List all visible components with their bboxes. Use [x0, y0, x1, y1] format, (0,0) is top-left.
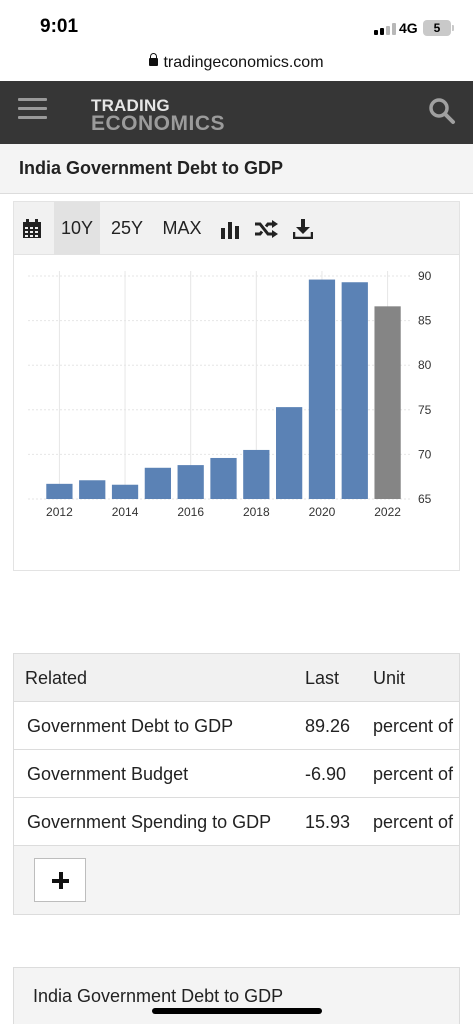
table-row[interactable]: Government Budget -6.90 percent of — [14, 750, 459, 798]
related-last-value: -6.90 — [305, 764, 347, 784]
data-bar — [177, 465, 204, 499]
menu-icon[interactable] — [18, 98, 47, 120]
shuffle-icon[interactable] — [254, 219, 278, 239]
y-tick-label: 70 — [418, 447, 432, 461]
search-icon[interactable] — [428, 97, 456, 125]
plus-icon-vertical — [59, 872, 63, 889]
related-name-link[interactable]: Government Budget — [27, 764, 189, 784]
related-name-link[interactable]: Government Debt to GDP — [27, 716, 234, 736]
lock-icon — [149, 53, 159, 66]
battery-icon: 5 — [423, 20, 451, 36]
x-tick-label: 2018 — [243, 505, 270, 519]
status-time: 9:01 — [40, 16, 79, 37]
related-header-unit: Unit — [373, 668, 406, 688]
status-bar: 9:01 4G 5 — [0, 0, 473, 48]
data-bar — [79, 480, 106, 499]
related-header-row: Related Last Unit — [14, 654, 459, 702]
calendar-icon[interactable] — [22, 219, 42, 239]
data-bar — [111, 484, 139, 499]
related-name-link[interactable]: Government Spending to GDP — [27, 812, 272, 832]
logo-line-trading[interactable]: TRADING — [91, 96, 170, 115]
x-tick-label: 2022 — [374, 505, 401, 519]
site-header: TRADING ECONOMICS — [0, 81, 473, 144]
url-text: tradingeconomics.com — [163, 54, 324, 71]
debt-to-gdp-bar-chart: 65 70 75 80 85 90 2012 2014 2016 2018 2020 2022 — [28, 269, 432, 519]
title-strip: India Government Debt to GDP — [0, 144, 473, 194]
related-unit: percent of — [373, 764, 454, 784]
expand-related-button[interactable] — [34, 858, 86, 902]
chart-toolbar: 10Y 25Y MAX — [14, 202, 459, 255]
related-header-last: Last — [305, 668, 340, 688]
data-bar — [308, 279, 336, 499]
forecast-bar — [374, 306, 401, 499]
bottom-section-card: India Government Debt to GDP — [13, 967, 460, 1024]
x-tick-label: 2020 — [309, 505, 336, 519]
data-bar — [243, 449, 270, 499]
y-tick-label: 90 — [418, 269, 432, 283]
url-bar[interactable]: tradingeconomics.com — [0, 48, 473, 80]
table-row[interactable]: Government Spending to GDP 15.93 percent… — [14, 798, 459, 846]
data-bar — [210, 457, 237, 499]
download-icon[interactable] — [293, 219, 313, 239]
battery-level: 5 — [433, 21, 441, 35]
range-max-button[interactable]: MAX — [162, 218, 202, 238]
table-row[interactable]: Government Debt to GDP 89.26 percent of — [14, 702, 459, 750]
range-25y-button[interactable]: 25Y — [110, 218, 144, 238]
y-tick-label: 75 — [418, 403, 432, 417]
y-tick-label: 85 — [418, 314, 432, 328]
related-table: Related Last Unit Government Debt to GDP… — [13, 653, 460, 915]
x-tick-label: 2014 — [112, 505, 139, 519]
y-tick-label: 65 — [418, 492, 432, 506]
data-bar — [276, 407, 303, 499]
battery-tip — [452, 25, 454, 31]
related-unit: percent of — [373, 812, 454, 832]
chart-card: 10Y 25Y MAX 65 70 75 80 85 90 2012 2014 2016 2018… — [13, 201, 460, 571]
home-indicator — [152, 1008, 322, 1014]
network-type: 4G — [399, 20, 418, 36]
data-bar — [144, 467, 171, 499]
bar-chart-icon[interactable] — [220, 219, 240, 239]
related-unit: percent of — [373, 716, 454, 736]
related-last-value: 15.93 — [305, 812, 351, 832]
data-bar — [46, 483, 73, 499]
page-title: India Government Debt to GDP — [19, 158, 284, 178]
x-tick-label: 2016 — [177, 505, 204, 519]
logo-line-economics[interactable]: ECONOMICS — [91, 112, 226, 135]
cellular-signal-icon — [374, 23, 396, 35]
bottom-section-title: India Government Debt to GDP — [33, 986, 284, 1006]
range-10y-button[interactable]: 10Y — [54, 202, 100, 255]
related-last-value: 89.26 — [305, 716, 351, 736]
related-header-name: Related — [25, 668, 88, 688]
data-bar — [341, 282, 368, 499]
y-tick-label: 80 — [418, 358, 432, 372]
x-tick-label: 2012 — [46, 505, 73, 519]
